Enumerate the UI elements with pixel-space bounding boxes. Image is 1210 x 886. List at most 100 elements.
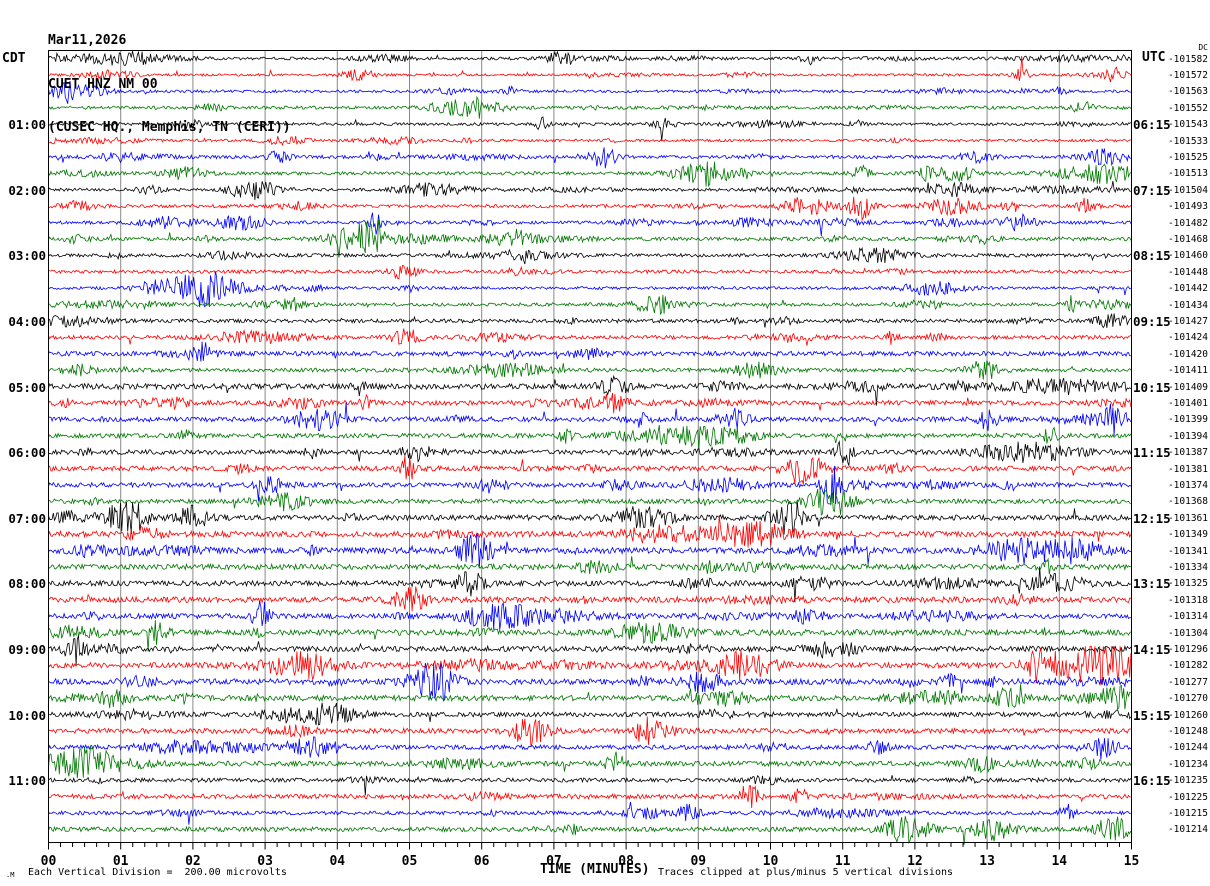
trace-row-34	[48, 601, 1131, 630]
left-timezone-label: CDT	[2, 51, 26, 66]
right-timezone-label: UTC	[1142, 50, 1166, 65]
dc-offset-value: -101341	[1167, 545, 1208, 557]
trace-row-24	[48, 440, 1132, 466]
trace-row-36	[48, 635, 1132, 665]
dc-offset-value: -101235	[1167, 775, 1208, 787]
trace-row-8	[48, 180, 1131, 201]
utc-hour-label: 14:15	[1133, 641, 1171, 657]
cdt-hour-label: 09:00	[8, 641, 46, 657]
trace-row-30	[48, 533, 1131, 569]
trace-row-40	[48, 702, 1132, 726]
trace-row-7	[48, 161, 1132, 188]
dc-offset-value: -101334	[1167, 561, 1208, 573]
trace-row-20	[48, 374, 1132, 406]
dc-offset-value: -101533	[1167, 135, 1208, 147]
dc-offset-value: -101543	[1167, 119, 1208, 131]
trace-row-35	[48, 620, 1132, 652]
x-tick-label: 10	[762, 854, 779, 869]
utc-hour-label: 13:15	[1133, 576, 1171, 592]
trace-row-19	[48, 360, 1132, 380]
trace-row-46	[48, 801, 1131, 825]
dc-offset-value: -101361	[1167, 512, 1208, 524]
dc-offset-value: -101468	[1167, 233, 1208, 245]
dc-offset-value: -101270	[1167, 693, 1208, 705]
dc-offset-value: -101399	[1167, 414, 1208, 426]
dc-offset-value: -101525	[1167, 151, 1208, 163]
trace-row-43	[48, 745, 1132, 779]
x-tick-label: 04	[329, 854, 346, 869]
dc-offset-value: -101424	[1167, 332, 1208, 344]
dc-offset-value: -101434	[1167, 299, 1208, 311]
trace-row-26	[48, 465, 1132, 505]
dc-offset-value: -101325	[1167, 578, 1208, 590]
dc-offset-value: -101401	[1167, 397, 1208, 409]
x-tick-label: 01	[112, 854, 129, 869]
cdt-hour-label: 10:00	[8, 707, 46, 723]
x-tick-label: 14	[1051, 854, 1068, 869]
dc-offset-value: -101394	[1167, 430, 1208, 442]
utc-hour-label: 08:15	[1133, 248, 1171, 264]
trace-row-12	[48, 246, 1132, 265]
trace-row-32	[48, 566, 1132, 603]
trace-row-4	[48, 116, 1132, 141]
vertical-division-note: Each Vertical Division = 200.00 microvol…	[28, 867, 287, 878]
dc-column-header: DC	[1198, 43, 1208, 52]
x-tick-label: 02	[185, 854, 201, 869]
dc-offset-value: -101381	[1167, 463, 1208, 475]
x-tick-label: 00	[40, 854, 57, 869]
watermark-glyph: .M	[6, 871, 15, 879]
trace-row-44	[48, 774, 1132, 796]
dc-offset-value: -101582	[1167, 53, 1208, 65]
trace-row-16	[48, 313, 1132, 329]
dc-offset-value: -101282	[1167, 660, 1208, 672]
title-block: Mar11,2026 CUET HNZ NM 00 (CUSEC HQ., Me…	[48, 5, 291, 165]
x-tick-label: 13	[979, 854, 995, 869]
trace-row-33	[48, 586, 1132, 612]
utc-hour-label: 11:15	[1133, 445, 1171, 461]
cdt-hour-label: 04:00	[8, 313, 46, 329]
dc-offset-value: -101214	[1167, 824, 1208, 836]
dc-offset-value: -101225	[1167, 791, 1208, 803]
trace-row-15	[48, 294, 1132, 316]
trace-row-47	[48, 816, 1132, 845]
minute-gridlines	[120, 50, 1060, 843]
cdt-hour-label: 02:00	[8, 182, 46, 198]
trace-row-41	[48, 716, 1131, 747]
title-location: (CUSEC HQ., Memphis, TN (CERI))	[48, 120, 291, 135]
trace-row-39	[48, 684, 1131, 711]
dc-offset-value: -101482	[1167, 217, 1208, 229]
utc-hour-label: 15:15	[1133, 707, 1171, 723]
x-tick-label: 06	[473, 854, 490, 869]
cdt-hour-label: 07:00	[8, 510, 46, 526]
dc-offset-value: -101460	[1167, 250, 1208, 262]
dc-offset-value: -101314	[1167, 611, 1208, 623]
trace-lines	[48, 50, 1132, 845]
dc-offset-value: -101260	[1167, 709, 1208, 721]
trace-row-3	[48, 95, 1132, 119]
x-tick-label: 11	[834, 854, 851, 869]
trace-row-45	[48, 785, 1131, 809]
dc-offset-value: -101374	[1167, 479, 1208, 491]
x-tick-label: 15	[1123, 854, 1140, 869]
x-tick-label: 07	[546, 854, 562, 869]
trace-row-21	[48, 392, 1132, 414]
trace-row-38	[48, 662, 1131, 703]
clipping-note: Traces clipped at plus/minus 5 vertical …	[658, 867, 954, 878]
trace-row-22	[48, 402, 1132, 436]
trace-row-37	[48, 645, 1132, 686]
trace-row-31	[48, 556, 1131, 575]
trace-row-29	[48, 515, 1132, 548]
dc-offset-value: -101215	[1167, 807, 1208, 819]
dc-offset-value: -101409	[1167, 381, 1208, 393]
trace-row-13	[48, 265, 1132, 280]
cdt-hour-label: 06:00	[8, 445, 46, 461]
cdt-hour-label: 11:00	[8, 773, 46, 789]
utc-hour-label: 10:15	[1133, 379, 1171, 395]
dc-offset-value: -101448	[1167, 266, 1208, 278]
dc-offset-value: -101349	[1167, 529, 1208, 541]
x-tick-label: 05	[401, 854, 418, 869]
trace-row-9	[48, 196, 1132, 222]
dc-offset-value: -101504	[1167, 184, 1208, 196]
dc-offset-value: -101420	[1167, 348, 1208, 360]
